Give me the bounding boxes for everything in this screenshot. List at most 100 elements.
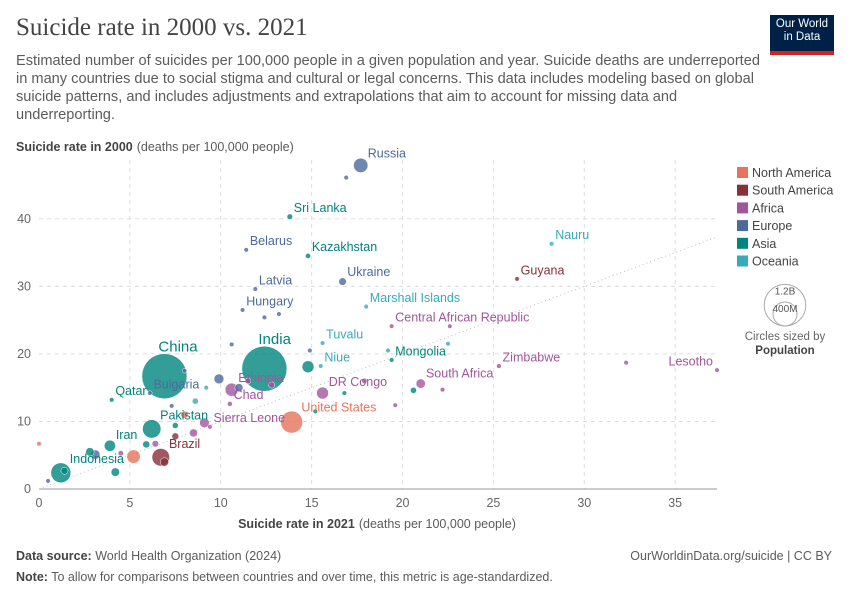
point-label: Lesotho (669, 354, 714, 368)
point[interactable] (104, 439, 116, 452)
legend-label[interactable]: Oceania (752, 255, 799, 269)
point[interactable] (142, 440, 151, 449)
point[interactable] (126, 449, 141, 464)
point[interactable] (286, 213, 293, 220)
point[interactable] (85, 447, 95, 457)
point[interactable] (60, 466, 69, 475)
point[interactable] (199, 417, 210, 428)
point[interactable] (343, 175, 349, 181)
point[interactable] (447, 323, 453, 329)
point[interactable] (312, 408, 318, 414)
legend-label[interactable]: Africa (752, 201, 784, 215)
point-label: Ukraine (347, 265, 390, 279)
point[interactable] (50, 462, 72, 483)
legend-swatch[interactable] (737, 255, 748, 267)
point[interactable] (213, 373, 225, 385)
legend-swatch[interactable] (737, 184, 748, 196)
point[interactable] (117, 450, 124, 457)
point[interactable] (320, 340, 326, 346)
point[interactable] (549, 241, 555, 247)
point-label: Kazakhstan (312, 240, 377, 254)
point[interactable] (45, 478, 51, 484)
point-label: Sri Lanka (294, 201, 347, 215)
point[interactable] (109, 397, 115, 403)
point[interactable] (363, 304, 369, 310)
point[interactable] (159, 457, 169, 467)
x-tick-label: 25 (486, 496, 500, 510)
y-axis-label-unit: (deaths per 100,000 people) (137, 140, 294, 154)
legend-label[interactable]: North America (752, 166, 831, 180)
point[interactable] (240, 307, 246, 313)
point-label: Marshall Islands (370, 291, 460, 305)
point[interactable] (36, 441, 42, 447)
point[interactable] (389, 323, 395, 329)
point[interactable] (243, 247, 249, 253)
point[interactable] (410, 387, 417, 394)
point[interactable] (244, 377, 252, 385)
point-label: Ethiopia (238, 371, 283, 385)
point[interactable] (496, 363, 502, 369)
point[interactable] (234, 383, 244, 393)
point[interactable] (445, 341, 451, 347)
point[interactable] (338, 277, 347, 286)
legend-swatch[interactable] (737, 202, 748, 214)
point[interactable] (385, 347, 391, 354)
point[interactable] (180, 410, 189, 419)
point[interactable] (169, 403, 175, 409)
point[interactable] (389, 357, 395, 363)
point[interactable] (261, 314, 267, 320)
point[interactable] (714, 367, 720, 373)
point[interactable] (110, 467, 120, 477)
point[interactable] (439, 387, 446, 393)
point[interactable] (192, 397, 199, 405)
point[interactable] (415, 378, 426, 389)
point[interactable] (268, 381, 276, 389)
legend-swatch[interactable] (737, 220, 748, 232)
point[interactable] (392, 402, 398, 408)
legend-label[interactable]: South America (752, 184, 833, 198)
point[interactable] (189, 428, 198, 438)
point[interactable] (318, 363, 324, 369)
source-label: Data source: (16, 549, 92, 563)
legend-label[interactable]: Asia (752, 237, 776, 251)
point[interactable] (172, 422, 179, 429)
point[interactable] (141, 353, 188, 399)
point-label: United States (301, 400, 376, 414)
point[interactable] (276, 311, 282, 317)
point[interactable] (229, 341, 235, 347)
point[interactable] (171, 432, 180, 441)
point[interactable] (142, 419, 162, 439)
point[interactable] (307, 347, 313, 354)
point[interactable] (252, 286, 258, 292)
point[interactable] (353, 157, 369, 173)
legend-swatch[interactable] (737, 167, 748, 178)
logo[interactable]: Our World in Data (770, 15, 834, 55)
point[interactable] (316, 386, 329, 400)
point-label: Chad (234, 388, 264, 402)
point-label: Indonesia (70, 452, 124, 466)
point[interactable] (151, 440, 159, 448)
point[interactable] (203, 385, 209, 391)
point[interactable] (147, 390, 153, 396)
point[interactable] (361, 377, 368, 384)
point[interactable] (227, 401, 233, 407)
legend-swatch[interactable] (737, 237, 748, 249)
point[interactable] (514, 276, 520, 282)
point-label: Guyana (521, 263, 565, 277)
point-label: Mongolia (395, 344, 446, 358)
point[interactable] (207, 424, 213, 430)
point-label: Russia (368, 146, 406, 160)
point[interactable] (181, 368, 187, 374)
x-tick-label: 35 (668, 496, 682, 510)
point[interactable] (241, 345, 288, 392)
point[interactable] (305, 253, 311, 259)
legend-label[interactable]: Europe (752, 219, 792, 233)
point[interactable] (623, 360, 629, 366)
url[interactable]: OurWorldinData.org/suicide | CC BY (630, 549, 832, 563)
point-label: India (258, 331, 291, 348)
y-tick-label: 0 (24, 482, 31, 496)
point[interactable] (280, 410, 303, 434)
point[interactable] (341, 390, 347, 396)
point[interactable] (301, 360, 315, 373)
